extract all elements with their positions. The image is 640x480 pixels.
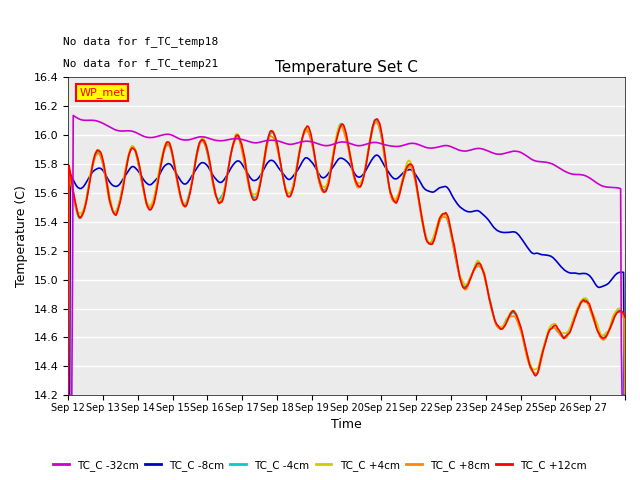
Legend: TC_C -32cm, TC_C -8cm, TC_C -4cm, TC_C +4cm, TC_C +8cm, TC_C +12cm: TC_C -32cm, TC_C -8cm, TC_C -4cm, TC_C +… [49, 456, 591, 475]
Y-axis label: Temperature (C): Temperature (C) [15, 185, 28, 287]
Text: WP_met: WP_met [79, 87, 125, 98]
Title: Temperature Set C: Temperature Set C [275, 60, 418, 75]
Text: No data for f_TC_temp21: No data for f_TC_temp21 [63, 59, 218, 69]
X-axis label: Time: Time [332, 419, 362, 432]
Text: No data for f_TC_temp18: No data for f_TC_temp18 [63, 36, 218, 47]
